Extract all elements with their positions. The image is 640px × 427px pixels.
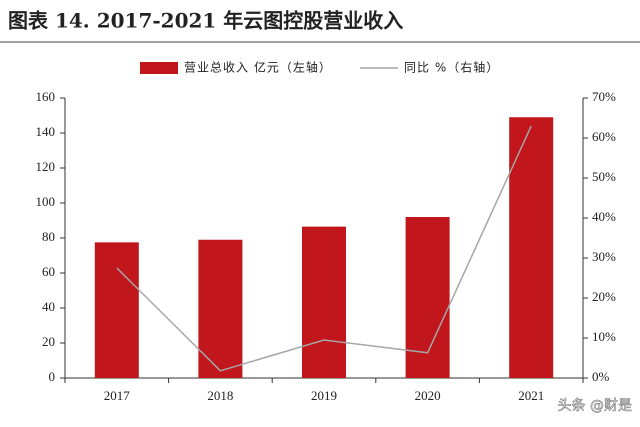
y-tick-label: 160: [36, 89, 56, 104]
line: [116, 125, 532, 372]
bar: [405, 217, 450, 378]
legend-label: 营业总收入 亿元（左轴）: [184, 60, 332, 75]
bar: [509, 117, 554, 378]
y2-tick-label: 50%: [592, 169, 616, 184]
y2-tick-label: 60%: [592, 129, 616, 144]
y-tick-label: 20: [42, 334, 55, 349]
y-tick-label: 40: [42, 299, 55, 314]
y-tick-label: 120: [36, 159, 56, 174]
bar: [302, 226, 346, 378]
bar: [94, 242, 139, 378]
legend-swatch: [140, 62, 178, 74]
y-tick-label: 100: [36, 194, 56, 209]
chart-title: 图表 14. 2017-2021 年云图控股营业收入: [8, 9, 403, 33]
x-tick-label: 2019: [311, 388, 337, 403]
x-tick-label: 2017: [104, 388, 131, 403]
y2-tick-label: 40%: [592, 209, 616, 224]
y-tick-label: 140: [36, 124, 56, 139]
y2-tick-label: 30%: [592, 249, 616, 264]
y2-tick-label: 70%: [592, 89, 616, 104]
legend-label: 同比 %（右轴）: [404, 60, 499, 75]
y-tick-label: 60: [42, 264, 55, 279]
y-tick-label: 0: [49, 369, 56, 384]
watermark: 头条 @财是: [558, 397, 632, 414]
y2-tick-label: 0%: [592, 369, 610, 384]
x-tick-label: 2021: [518, 388, 544, 403]
x-tick-label: 2018: [207, 388, 233, 403]
y-tick-label: 80: [42, 229, 55, 244]
y2-tick-label: 20%: [592, 289, 616, 304]
bar: [198, 239, 243, 378]
y2-tick-label: 10%: [592, 329, 616, 344]
x-tick-label: 2020: [415, 388, 441, 403]
